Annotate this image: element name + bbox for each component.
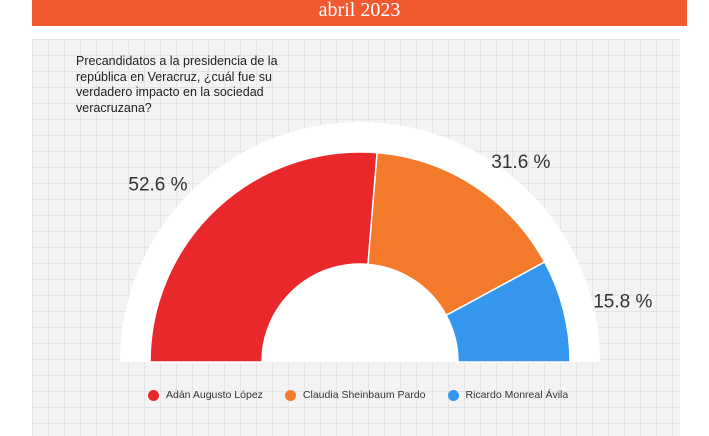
legend-dot xyxy=(148,389,159,401)
data-label: 31.6 % xyxy=(491,152,550,173)
header-banner: abril 2023 xyxy=(32,0,687,26)
legend-label: Claudia Sheinbaum Pardo xyxy=(302,389,426,401)
legend-dot xyxy=(447,389,459,401)
header-date: abril 2023 xyxy=(318,0,401,21)
data-label: 15.8 % xyxy=(593,291,652,312)
donut-slice[interactable] xyxy=(367,151,546,317)
legend-label: Ricardo Monreal Ávila xyxy=(465,389,569,401)
legend: Adán Augusto López Claudia Sheinbaum Par… xyxy=(148,388,590,402)
legend-item[interactable]: Adán Augusto López xyxy=(148,389,263,401)
donut-slice[interactable] xyxy=(445,260,571,363)
legend-label: Adán Augusto López xyxy=(166,389,263,401)
legend-dot xyxy=(284,389,296,401)
chart-question: Precandidatos a la presidencia de la rep… xyxy=(76,54,278,115)
legend-item[interactable]: Ricardo Monreal Ávila xyxy=(447,389,569,401)
data-label: 52.6 % xyxy=(128,175,187,196)
donut-slice[interactable] xyxy=(149,151,378,363)
legend-item[interactable]: Claudia Sheinbaum Pardo xyxy=(284,389,426,401)
page-margin xyxy=(688,0,709,436)
